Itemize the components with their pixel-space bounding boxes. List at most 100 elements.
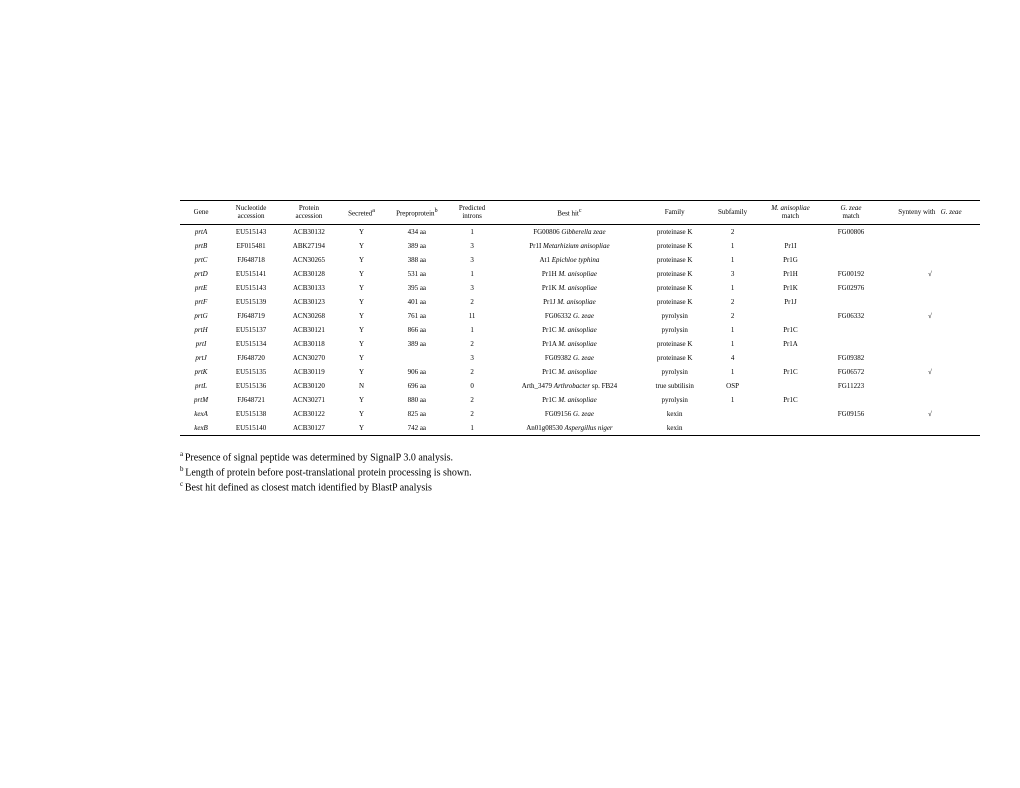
- cell-syn: [880, 337, 980, 351]
- cell-gz: FG02976: [822, 281, 880, 295]
- cell-sec: N: [338, 379, 385, 393]
- cell-sec: Y: [338, 337, 385, 351]
- col-header-pre: Preproproteinb: [385, 201, 448, 225]
- cell-syn: [880, 379, 980, 393]
- cell-gz: [822, 253, 880, 267]
- cell-gene: prtD: [180, 267, 222, 281]
- cell-pre: [385, 351, 448, 365]
- cell-fam: proteinase K: [643, 253, 706, 267]
- cell-int: 1: [448, 267, 495, 281]
- cell-syn: [880, 351, 980, 365]
- table-row: prtIEU515134ACB30118Y389 aa2Pr1A M. anis…: [180, 337, 980, 351]
- cell-man: Pr1C: [759, 365, 822, 379]
- cell-man: Pr1K: [759, 281, 822, 295]
- cell-prot: ACB30122: [280, 407, 338, 421]
- cell-fam: proteinase K: [643, 224, 706, 239]
- cell-prot: ABK27194: [280, 239, 338, 253]
- cell-gz: [822, 421, 880, 436]
- cell-man: Pr1I: [759, 239, 822, 253]
- cell-sub: 1: [706, 281, 759, 295]
- table-row: prtMFJ648721ACN30271Y880 aa2Pr1C M. anis…: [180, 393, 980, 407]
- table-row: prtEEU515143ACB30133Y395 aa3Pr1K M. anis…: [180, 281, 980, 295]
- cell-int: 3: [448, 351, 495, 365]
- cell-sub: [706, 421, 759, 436]
- cell-pre: 880 aa: [385, 393, 448, 407]
- cell-nuc: EU515141: [222, 267, 280, 281]
- cell-hit: Pr1A M. anisopliae: [496, 337, 643, 351]
- cell-fam: proteinase K: [643, 295, 706, 309]
- cell-int: 2: [448, 295, 495, 309]
- cell-syn: [880, 295, 980, 309]
- cell-nuc: EU515134: [222, 337, 280, 351]
- cell-nuc: EU515139: [222, 295, 280, 309]
- cell-man: [759, 379, 822, 393]
- cell-int: 3: [448, 281, 495, 295]
- cell-gz: FG11223: [822, 379, 880, 393]
- cell-gene: prtC: [180, 253, 222, 267]
- table-body: prtAEU515143ACB30132Y434 aa1FG00806 Gibb…: [180, 224, 980, 435]
- cell-sub: OSP: [706, 379, 759, 393]
- cell-sec: Y: [338, 407, 385, 421]
- cell-gene: kexB: [180, 421, 222, 436]
- cell-int: 2: [448, 393, 495, 407]
- cell-pre: 742 aa: [385, 421, 448, 436]
- table-row: prtKEU515135ACB30119Y906 aa2Pr1C M. anis…: [180, 365, 980, 379]
- col-header-syn: Synteny with G. zeae: [880, 201, 980, 225]
- cell-prot: ACB30121: [280, 323, 338, 337]
- cell-pre: 389 aa: [385, 337, 448, 351]
- cell-prot: ACB30119: [280, 365, 338, 379]
- cell-nuc: FJ648719: [222, 309, 280, 323]
- col-header-sub: Subfamily: [706, 201, 759, 225]
- col-header-int: Predictedintrons: [448, 201, 495, 225]
- cell-pre: 696 aa: [385, 379, 448, 393]
- cell-nuc: EF015481: [222, 239, 280, 253]
- cell-prot: ACB30128: [280, 267, 338, 281]
- cell-fam: pyrolysin: [643, 323, 706, 337]
- cell-nuc: EU515137: [222, 323, 280, 337]
- cell-fam: pyrolysin: [643, 393, 706, 407]
- cell-man: Pr1C: [759, 393, 822, 407]
- cell-sub: 1: [706, 393, 759, 407]
- cell-nuc: FJ648721: [222, 393, 280, 407]
- col-header-nuc: Nucleotideaccession: [222, 201, 280, 225]
- cell-prot: ACB30118: [280, 337, 338, 351]
- cell-int: 2: [448, 407, 495, 421]
- cell-pre: 389 aa: [385, 239, 448, 253]
- cell-gene: prtG: [180, 309, 222, 323]
- col-header-gz: G. zeaematch: [822, 201, 880, 225]
- cell-prot: ACN30270: [280, 351, 338, 365]
- cell-pre: 825 aa: [385, 407, 448, 421]
- footnote-c: c Best hit defined as closest match iden…: [180, 480, 980, 495]
- cell-fam: proteinase K: [643, 351, 706, 365]
- cell-prot: ACB30132: [280, 224, 338, 239]
- cell-prot: ACN30271: [280, 393, 338, 407]
- cell-gz: FG09156: [822, 407, 880, 421]
- cell-syn: [880, 281, 980, 295]
- cell-hit: Pr1C M. anisopliae: [496, 393, 643, 407]
- cell-syn: [880, 393, 980, 407]
- cell-hit: An01g08530 Aspergillus niger: [496, 421, 643, 436]
- col-header-hit: Best hitc: [496, 201, 643, 225]
- cell-gene: prtL: [180, 379, 222, 393]
- cell-int: 0: [448, 379, 495, 393]
- cell-sub: 1: [706, 253, 759, 267]
- cell-syn: √: [880, 407, 980, 421]
- cell-fam: proteinase K: [643, 281, 706, 295]
- cell-gz: FG06572: [822, 365, 880, 379]
- cell-fam: pyrolysin: [643, 365, 706, 379]
- cell-gene: prtH: [180, 323, 222, 337]
- cell-nuc: EU515143: [222, 224, 280, 239]
- footnote-b: b Length of protein before post-translat…: [180, 465, 980, 480]
- cell-sub: 1: [706, 337, 759, 351]
- cell-sub: 2: [706, 224, 759, 239]
- cell-nuc: EU515136: [222, 379, 280, 393]
- cell-nuc: EU515140: [222, 421, 280, 436]
- table-row: prtAEU515143ACB30132Y434 aa1FG00806 Gibb…: [180, 224, 980, 239]
- cell-gene: prtA: [180, 224, 222, 239]
- cell-syn: [880, 253, 980, 267]
- cell-man: Pr1H: [759, 267, 822, 281]
- cell-man: [759, 407, 822, 421]
- table-row: prtGFJ648719ACN30268Y761 aa11FG06332 G. …: [180, 309, 980, 323]
- cell-sec: Y: [338, 295, 385, 309]
- col-header-gene: Gene: [180, 201, 222, 225]
